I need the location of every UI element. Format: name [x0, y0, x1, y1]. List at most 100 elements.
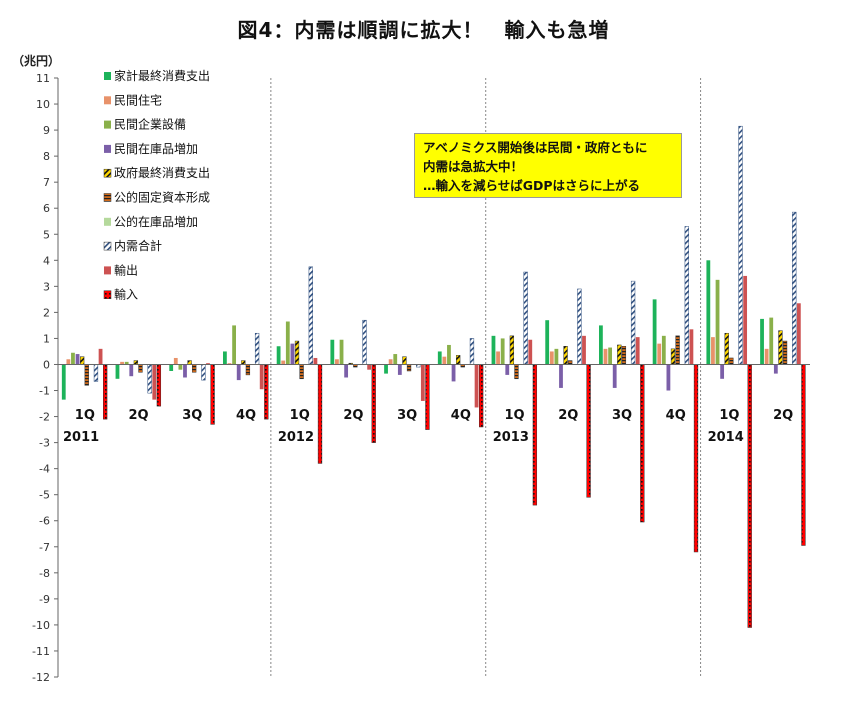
annotation-line: アベノミクス開始後は民間・政府ともに [423, 140, 648, 155]
y-axis-unit-label: （兆円） [12, 54, 61, 68]
bar [773, 364, 778, 374]
legend: 家計最終消費支出民間住宅民間企業設備民間在庫品増加政府最終消費支出公的固定資本形… [103, 68, 210, 302]
bar [80, 356, 85, 365]
bar [66, 359, 71, 365]
bar [75, 354, 80, 365]
bar [640, 364, 645, 523]
quarter-label: 2Q [343, 408, 363, 423]
y-tick-label: -11 [32, 645, 50, 658]
bar [308, 266, 313, 365]
quarter-label: 3Q [397, 408, 417, 423]
bar [138, 364, 143, 373]
bar [792, 211, 797, 365]
year-label: 2014 [708, 430, 744, 445]
bar [451, 364, 456, 382]
bar [210, 364, 215, 425]
bar [402, 356, 407, 365]
bar [505, 364, 510, 375]
y-tick-label: -8 [39, 567, 50, 580]
bar [371, 364, 376, 443]
bar [617, 344, 622, 365]
bar [563, 346, 568, 365]
y-tick-label: 5 [43, 228, 50, 241]
bar [169, 364, 174, 371]
quarter-label: 4Q [236, 408, 256, 423]
chart-title: 図4：内需は順調に拡大！ 輸入も急増 [237, 18, 610, 42]
bar [711, 337, 715, 365]
y-tick-label: 0 [43, 358, 50, 371]
chart-axes: 11109876543210-1-2-3-4-5-6-7-8-9-10-11-1… [32, 72, 810, 684]
quarter-label: 1Q [290, 408, 310, 423]
annotation-line: …輸入を減らせばGDPはさらに上がる [423, 178, 641, 193]
bar [61, 364, 66, 400]
bar [608, 347, 612, 365]
bar [706, 260, 711, 365]
quarter-label: 2Q [129, 408, 149, 423]
bar [559, 364, 563, 388]
bar [782, 340, 788, 365]
bar [425, 364, 430, 430]
legend-label: 政府最終消費支出 [114, 165, 210, 180]
bar [661, 335, 666, 365]
y-tick-label: -2 [39, 411, 50, 424]
legend-swatch [104, 96, 111, 105]
bar [227, 363, 232, 365]
bar [98, 348, 103, 365]
bar [290, 343, 295, 365]
bar [384, 364, 388, 374]
year-label: 2013 [493, 430, 529, 445]
quarter-label: 1Q [75, 408, 95, 423]
y-tick-label: 6 [43, 202, 50, 215]
bar [129, 364, 134, 377]
y-tick-label: -7 [39, 541, 50, 554]
bar [743, 275, 748, 365]
bar [276, 346, 281, 365]
bar [586, 364, 591, 498]
bar [232, 325, 236, 365]
bar [621, 346, 627, 365]
y-tick-label: 10 [36, 98, 50, 111]
bar [764, 348, 769, 365]
bar [397, 364, 402, 375]
bar [178, 364, 183, 370]
bar [720, 364, 725, 379]
bar [124, 361, 129, 365]
bar [635, 337, 640, 365]
y-tick-label: -4 [39, 463, 50, 476]
bar [367, 364, 372, 370]
quarter-label: 3Q [612, 408, 632, 423]
y-tick-label: -1 [39, 385, 50, 398]
bar [769, 317, 774, 365]
legend-swatch [104, 144, 111, 153]
bar [330, 339, 335, 365]
y-tick-label: -12 [32, 671, 50, 684]
legend-label: 家計最終消費支出 [114, 68, 210, 83]
legend-label: 民間在庫品増加 [114, 142, 198, 156]
y-tick-label: 2 [43, 306, 50, 319]
bar [335, 359, 339, 365]
bar [514, 364, 519, 380]
bar [738, 125, 743, 365]
bar [778, 330, 783, 365]
bar [652, 299, 657, 365]
y-tick-label: -9 [39, 593, 50, 606]
bar [201, 364, 206, 381]
quarter-label: 1Q [505, 408, 525, 423]
quarter-label: 2Q [558, 408, 578, 423]
bar [666, 364, 671, 391]
bar [670, 348, 676, 365]
bar [528, 339, 533, 365]
bar [115, 364, 120, 379]
bar [657, 343, 662, 365]
bar [469, 338, 475, 365]
legend-swatch [104, 120, 111, 129]
bar [437, 351, 442, 365]
year-labels: 2011 2012 2013 2014 [63, 430, 744, 445]
bar [259, 364, 264, 390]
bar [236, 364, 241, 381]
year-label: 2012 [278, 430, 314, 445]
bar [675, 335, 680, 365]
bar [245, 364, 251, 376]
bar [313, 357, 318, 365]
